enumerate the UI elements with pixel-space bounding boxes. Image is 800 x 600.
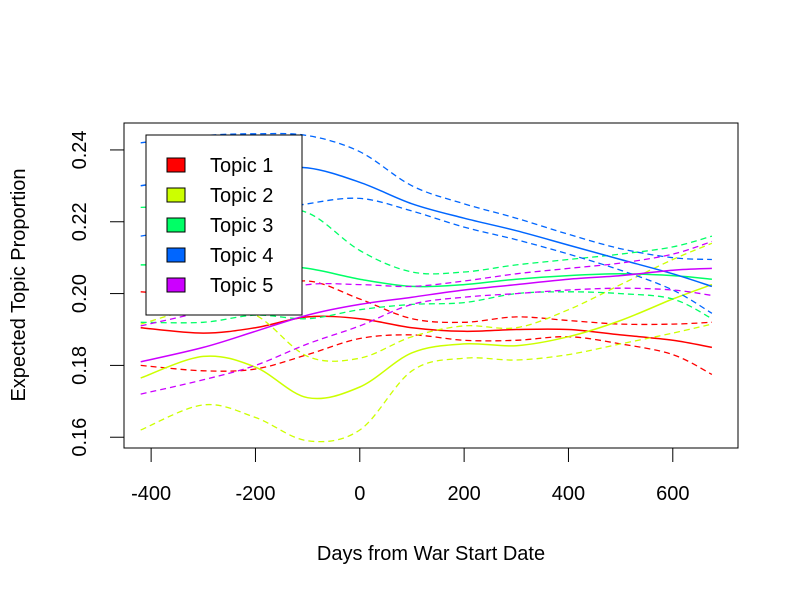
x-tick-label: -400 — [131, 483, 171, 505]
legend-label-topic-5: Topic 5 — [210, 275, 273, 297]
legend-label-topic-4: Topic 4 — [210, 245, 273, 267]
topic-5-mean-line — [140, 267, 712, 363]
legend-swatch-topic-3 — [166, 217, 186, 233]
legend-label-topic-3: Topic 3 — [210, 215, 273, 237]
y-tick-label: 0.16 — [69, 418, 91, 457]
topic-4-upper-bound-line — [140, 132, 712, 261]
legend-swatch-topic-5 — [166, 277, 186, 293]
y-tick-label: 0.22 — [69, 202, 91, 241]
legend: Topic 1 Topic 2 Topic 3 Topic 4 Topic 5 — [145, 134, 303, 316]
x-tick-label: 400 — [552, 483, 585, 505]
topic-2-upper-bound-line — [140, 242, 713, 362]
legend-swatch-topic-1 — [166, 157, 186, 173]
legend-label-topic-2: Topic 2 — [210, 185, 273, 207]
x-axis-label: Days from War Start Date — [317, 543, 545, 565]
y-axis: 0.16 0.18 0.20 0.22 0.24 — [69, 130, 125, 457]
legend-label-topic-1: Topic 1 — [210, 155, 273, 177]
topic-2-lower-bound-line — [140, 323, 713, 443]
y-tick-label: 0.24 — [69, 130, 91, 169]
x-tick-label: -200 — [235, 483, 275, 505]
legend-swatch-topic-4 — [166, 247, 186, 263]
legend-swatch-topic-2 — [166, 187, 186, 203]
topic-2-mean-line — [140, 283, 713, 400]
y-tick-label: 0.20 — [69, 274, 91, 313]
topic-1-lower-bound-line — [140, 334, 713, 375]
y-axis-label: Expected Topic Proportion — [8, 168, 30, 401]
x-tick-label: 0 — [354, 483, 365, 505]
x-axis: -400 -200 0 200 400 600 — [131, 447, 689, 505]
y-tick-label: 0.18 — [69, 346, 91, 385]
x-tick-label: 600 — [656, 483, 689, 505]
x-tick-label: 200 — [447, 483, 480, 505]
